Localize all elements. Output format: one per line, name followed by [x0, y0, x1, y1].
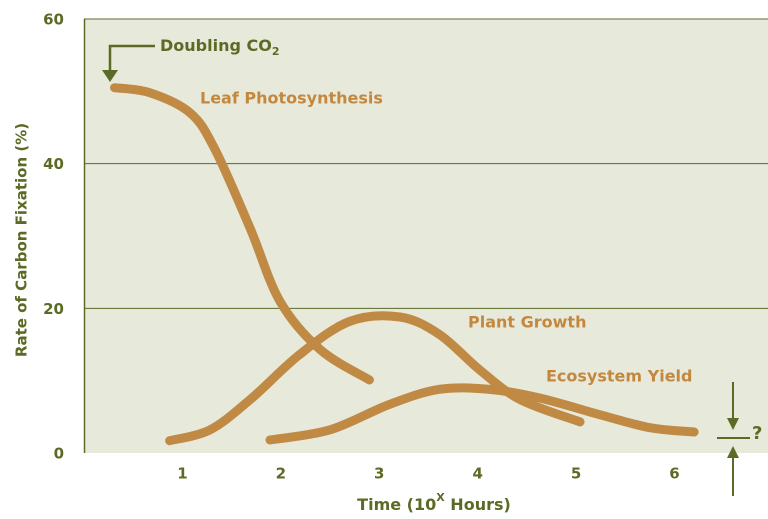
annotation-sub: 2 [272, 45, 280, 58]
doubling-annotation: Doubling CO2 [102, 36, 280, 82]
series-label: Plant Growth [468, 313, 586, 332]
series-label: Leaf Photosynthesis [200, 89, 383, 108]
x-tick-label: 2 [276, 465, 286, 483]
question-annotation: ? [717, 382, 762, 496]
y-tick-label: 0 [54, 445, 64, 463]
series-label: Ecosystem Yield [546, 367, 692, 386]
x-tick-label: 6 [669, 465, 679, 483]
series-line [265, 383, 699, 445]
x-tick-label: 1 [177, 465, 187, 483]
annotation: ? [752, 423, 762, 444]
x-title-part: Hours) [445, 495, 511, 514]
x-tick-label: 5 [571, 465, 581, 483]
y-tick-label: 60 [43, 11, 64, 29]
arrowhead [727, 446, 739, 458]
plot-background [84, 19, 768, 453]
annotation: Doubling CO2 [160, 36, 280, 59]
y-tick-label: 40 [43, 155, 64, 173]
arrowhead [102, 70, 118, 82]
arrow [108, 44, 155, 74]
x-tick-label: 4 [472, 465, 482, 483]
annotation-part: Doubling CO [160, 36, 272, 55]
x-title-part: Time (10 [357, 495, 436, 514]
x-axis-title: Time (10X Hours) [357, 491, 511, 514]
x-tick-label: 3 [374, 465, 384, 483]
y-tick-label: 20 [43, 300, 64, 318]
y-axis-title: Rate of Carbon Fixation (%) [13, 123, 31, 357]
x-title-sup: X [436, 491, 445, 504]
arrowhead [727, 418, 739, 430]
